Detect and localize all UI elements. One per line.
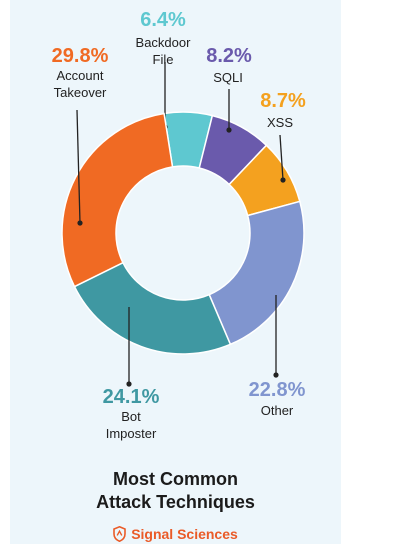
leader-line-xss <box>279 134 284 181</box>
slice-bot-imposter <box>73 261 232 355</box>
name-label-xss-1: XSS <box>267 115 293 130</box>
name-label-bot-imposter-1: Bot <box>121 409 141 424</box>
pct-label-account-takeover: 29.8% <box>52 45 109 67</box>
donut-chart: 6.4% Backdoor File 8.2% SQLI 8.7% XSS 22.8% Othe… <box>52 9 306 441</box>
chart-title-line-1: Most Common <box>113 469 238 489</box>
chart-title-line-2: Attack Techniques <box>96 492 255 512</box>
pct-label-backdoor-file: 6.4% <box>140 9 186 31</box>
brand-logo: Signal Sciences <box>10 526 341 542</box>
name-label-sqli-1: SQLI <box>213 70 243 85</box>
pct-label-sqli: 8.2% <box>206 45 252 67</box>
pct-label-bot-imposter: 24.1% <box>103 386 160 408</box>
name-label-account-takeover-1: Account <box>57 68 104 83</box>
name-label-bot-imposter-2: Imposter <box>106 426 157 441</box>
brand-name: Signal Sciences <box>131 526 238 542</box>
name-label-account-takeover-2: Takeover <box>54 85 107 100</box>
name-label-backdoor-file-1: Backdoor <box>136 35 192 50</box>
signal-sciences-shield-icon <box>113 526 126 542</box>
leader-dot-xss <box>280 177 286 183</box>
name-label-backdoor-file-2: File <box>153 52 174 67</box>
chart-title: Most Common Attack Techniques <box>10 468 341 514</box>
slice-other <box>208 200 305 346</box>
leader-dot-other <box>273 372 279 378</box>
leader-dot-sqli <box>226 127 232 133</box>
name-label-other-1: Other <box>261 403 294 418</box>
leader-dot-account-takeover <box>77 220 83 226</box>
leader-dot-bot-imposter <box>126 381 132 387</box>
pct-label-xss: 8.7% <box>260 90 306 112</box>
leader-line-account-takeover <box>76 109 81 224</box>
pct-label-other: 22.8% <box>249 379 306 401</box>
slice-account-takeover <box>61 112 174 288</box>
